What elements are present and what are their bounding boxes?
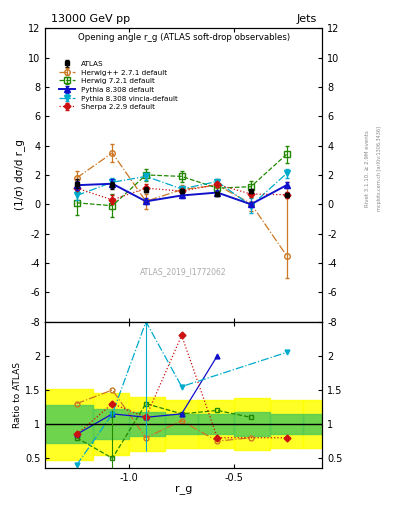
- Text: ATLAS_2019_I1772062: ATLAS_2019_I1772062: [140, 267, 227, 276]
- Text: Rivet 3.1.10, ≥ 2.9M events: Rivet 3.1.10, ≥ 2.9M events: [365, 131, 370, 207]
- X-axis label: r_g: r_g: [175, 485, 193, 495]
- Y-axis label: (1/σ) dσ/d r_g: (1/σ) dσ/d r_g: [14, 139, 25, 210]
- Text: 13000 GeV pp: 13000 GeV pp: [51, 14, 130, 24]
- Text: Jets: Jets: [296, 14, 317, 24]
- Text: mcplots.cern.ch [arXiv:1306.3436]: mcplots.cern.ch [arXiv:1306.3436]: [377, 126, 382, 211]
- Text: Opening angle r_g (ATLAS soft-drop observables): Opening angle r_g (ATLAS soft-drop obser…: [78, 33, 290, 41]
- Legend: ATLAS, Herwig++ 2.7.1 default, Herwig 7.2.1 default, Pythia 8.308 default, Pythi: ATLAS, Herwig++ 2.7.1 default, Herwig 7.…: [56, 57, 181, 113]
- Y-axis label: Ratio to ATLAS: Ratio to ATLAS: [13, 362, 22, 428]
